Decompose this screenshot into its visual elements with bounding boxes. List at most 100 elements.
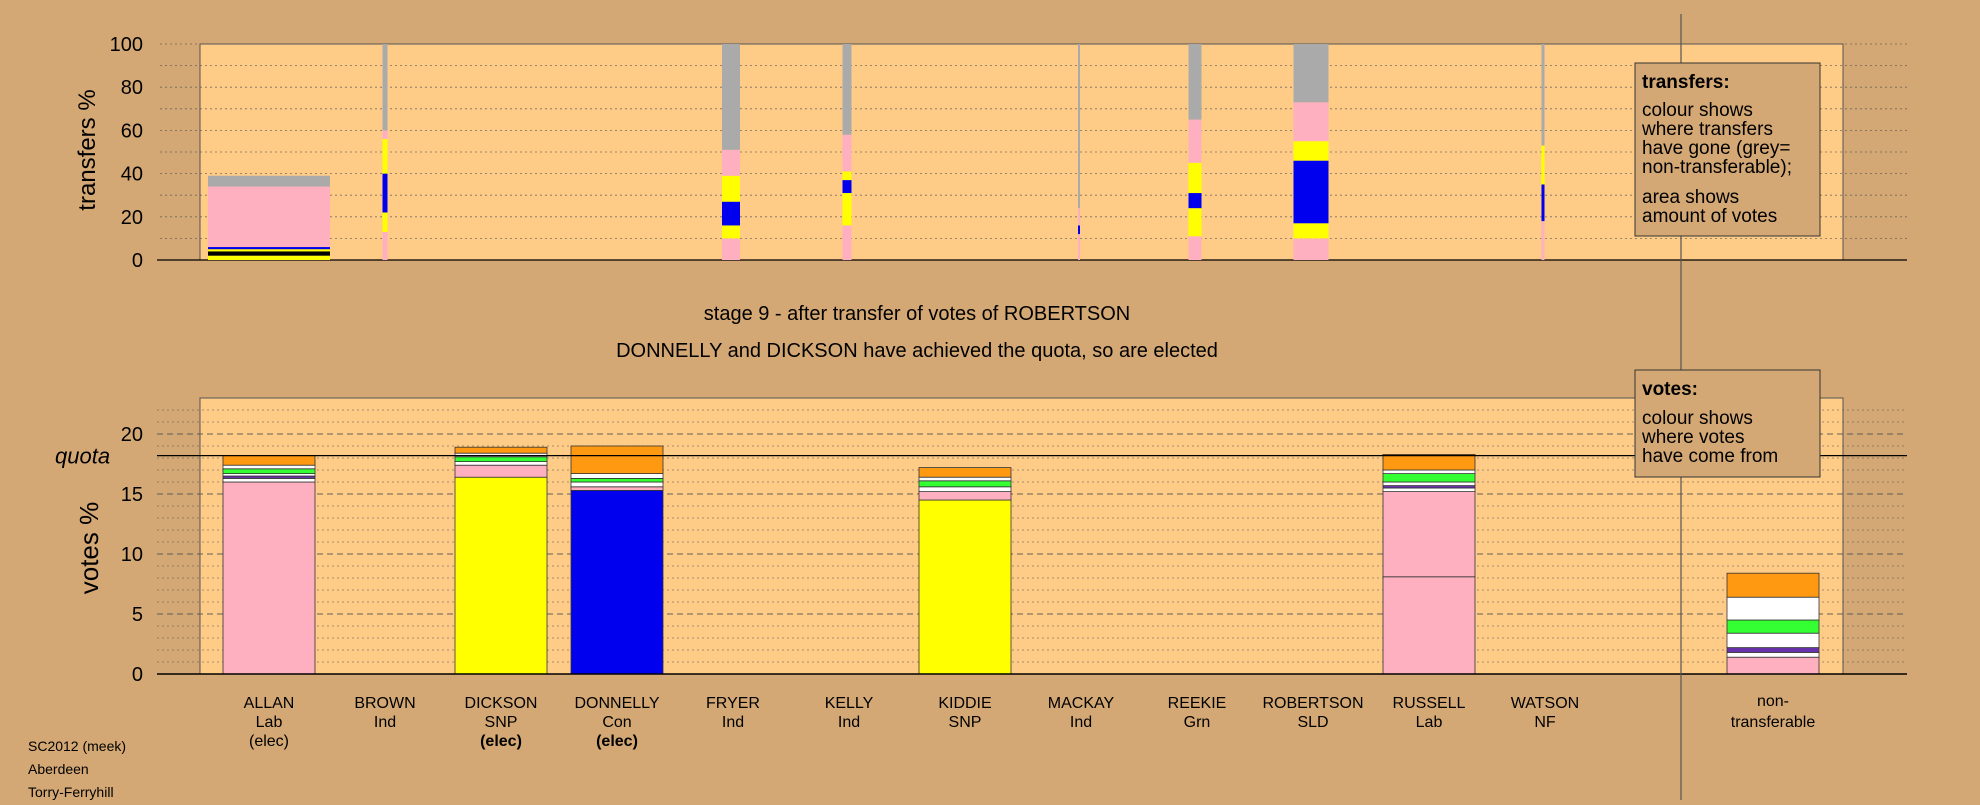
candidate-name: WATSON [1511, 695, 1579, 712]
vote-segment-donnelly [570, 481, 664, 488]
vote-segment-donnelly [570, 489, 664, 675]
transfer-segment-mackay [1078, 208, 1080, 226]
candidate-status: (elec) [249, 733, 289, 750]
transfer-segment-allan [208, 251, 330, 256]
vote-segment-allan [222, 481, 316, 675]
transfers-axis-label: transfers % [74, 89, 101, 210]
vote-segment-russell [1382, 473, 1476, 483]
transfer-segment-kelly [842, 193, 852, 226]
vote-segment-allan [222, 464, 316, 470]
candidate-name: ALLAN [244, 695, 295, 712]
transfer-segment-reekie [1188, 162, 1202, 194]
transfers-legend-box [1634, 62, 1821, 237]
vote-segment-russell [1382, 481, 1476, 486]
candidate-party: Con [602, 714, 631, 731]
votes-tick-label: 5 [132, 604, 143, 626]
votes-tick-label: 15 [121, 484, 143, 506]
transfers-tick-label: 20 [121, 207, 143, 229]
transfer-segment-robertson [1293, 238, 1329, 260]
transfer-segment-robertson [1293, 102, 1329, 142]
vote-segment-donnelly [570, 473, 664, 479]
transfer-segment-allan [208, 247, 330, 250]
candidate-party: Lab [256, 714, 283, 731]
transfer-segment-robertson [1293, 44, 1329, 103]
transfer-segment-kelly [842, 180, 852, 194]
votes-plot-area [199, 397, 1844, 675]
nontransferable-label-line2: transferable [1731, 714, 1816, 731]
vote-segment-nontransferable [1726, 596, 1820, 621]
transfer-segment-brown [382, 130, 388, 140]
transfer-segment-robertson [1293, 141, 1329, 161]
candidate-party: NF [1534, 714, 1556, 731]
votes-tick-label: 20 [121, 424, 143, 446]
transfers-legend-line: colour shows [1642, 100, 1753, 121]
candidate-party: Ind [1070, 714, 1092, 731]
transfer-segment-watson [1541, 184, 1545, 222]
vote-segment-russell [1382, 576, 1476, 675]
vote-segment-allan [222, 477, 316, 483]
footer-line: SC2012 (meek) [28, 738, 126, 754]
transfers-legend-line: where transfers [1641, 119, 1773, 140]
vote-segment-nontransferable [1726, 632, 1820, 649]
vote-segment-dickson [454, 461, 548, 466]
transfer-segment-reekie [1188, 119, 1202, 163]
transfer-segment-reekie [1188, 193, 1202, 209]
vote-segment-kiddie [918, 491, 1012, 501]
transfer-segment-mackay [1078, 225, 1080, 235]
transfers-gridlines [157, 43, 1907, 261]
transfer-segment-fryer [722, 44, 740, 150]
stage-title: stage 9 - after transfer of votes of ROB… [704, 303, 1130, 325]
footer-line: Aberdeen [28, 761, 89, 777]
candidate-name: MACKAY [1048, 695, 1115, 712]
transfer-segment-brown [382, 139, 388, 174]
vote-segment-kiddie [918, 480, 1012, 488]
candidate-name: REEKIE [1168, 695, 1227, 712]
transfers-legend-heading: transfers: [1642, 72, 1730, 93]
vote-segment-dickson [454, 456, 548, 462]
vote-segment-kiddie [918, 499, 1012, 675]
candidate-status: (elec) [596, 733, 638, 750]
candidate-status: (elec) [480, 733, 522, 750]
transfer-segment-brown [382, 173, 388, 213]
candidate-party: Grn [1184, 714, 1211, 731]
vote-segment-russell [1382, 469, 1476, 474]
transfer-segment-mackay [1078, 234, 1080, 260]
transfer-segment-allan [208, 175, 330, 187]
vote-segment-kiddie [918, 476, 1012, 482]
vote-segment-allan [222, 455, 316, 466]
candidate-name: DONNELLY [574, 695, 659, 712]
votes-legend-line: colour shows [1642, 408, 1753, 429]
transfer-segment-kelly [842, 134, 852, 172]
transfer-segment-fryer [722, 201, 740, 226]
transfer-segment-watson [1541, 44, 1545, 146]
transfer-segment-allan [208, 249, 330, 252]
votes-axis-label: votes % [74, 502, 104, 595]
transfer-segment-brown [382, 231, 388, 260]
vote-segment-allan [222, 468, 316, 474]
votes-tick-label: 10 [121, 544, 143, 566]
vote-segment-nontransferable [1726, 652, 1820, 658]
candidate-party: Ind [838, 714, 860, 731]
vote-segment-donnelly [570, 477, 664, 483]
transfers-legend-line: amount of votes [1642, 206, 1777, 227]
transfers-legend-line: have gone (grey= [1642, 138, 1790, 159]
votes-legend-line: where votes [1641, 427, 1744, 448]
candidate-party: Lab [1416, 714, 1443, 731]
candidate-name: FRYER [706, 695, 760, 712]
votes-legend-line: have come from [1642, 446, 1778, 467]
transfer-segment-kelly [842, 171, 852, 181]
vote-segment-kiddie [918, 467, 1012, 478]
candidate-party: Ind [722, 714, 744, 731]
candidate-party: SNP [949, 714, 982, 731]
transfers-tick-label: 100 [110, 34, 143, 56]
transfer-segment-allan [208, 255, 330, 260]
transfer-segment-fryer [722, 225, 740, 239]
transfer-segment-brown [382, 212, 388, 232]
transfer-segment-watson [1541, 221, 1545, 260]
candidate-party: SNP [485, 714, 518, 731]
vote-segment-russell [1382, 491, 1476, 578]
nontransferable-label-line1: non- [1757, 693, 1789, 710]
quota-label: quota [55, 444, 110, 469]
vote-segment-donnelly [570, 486, 664, 491]
votes-tick-label: 0 [132, 664, 143, 686]
